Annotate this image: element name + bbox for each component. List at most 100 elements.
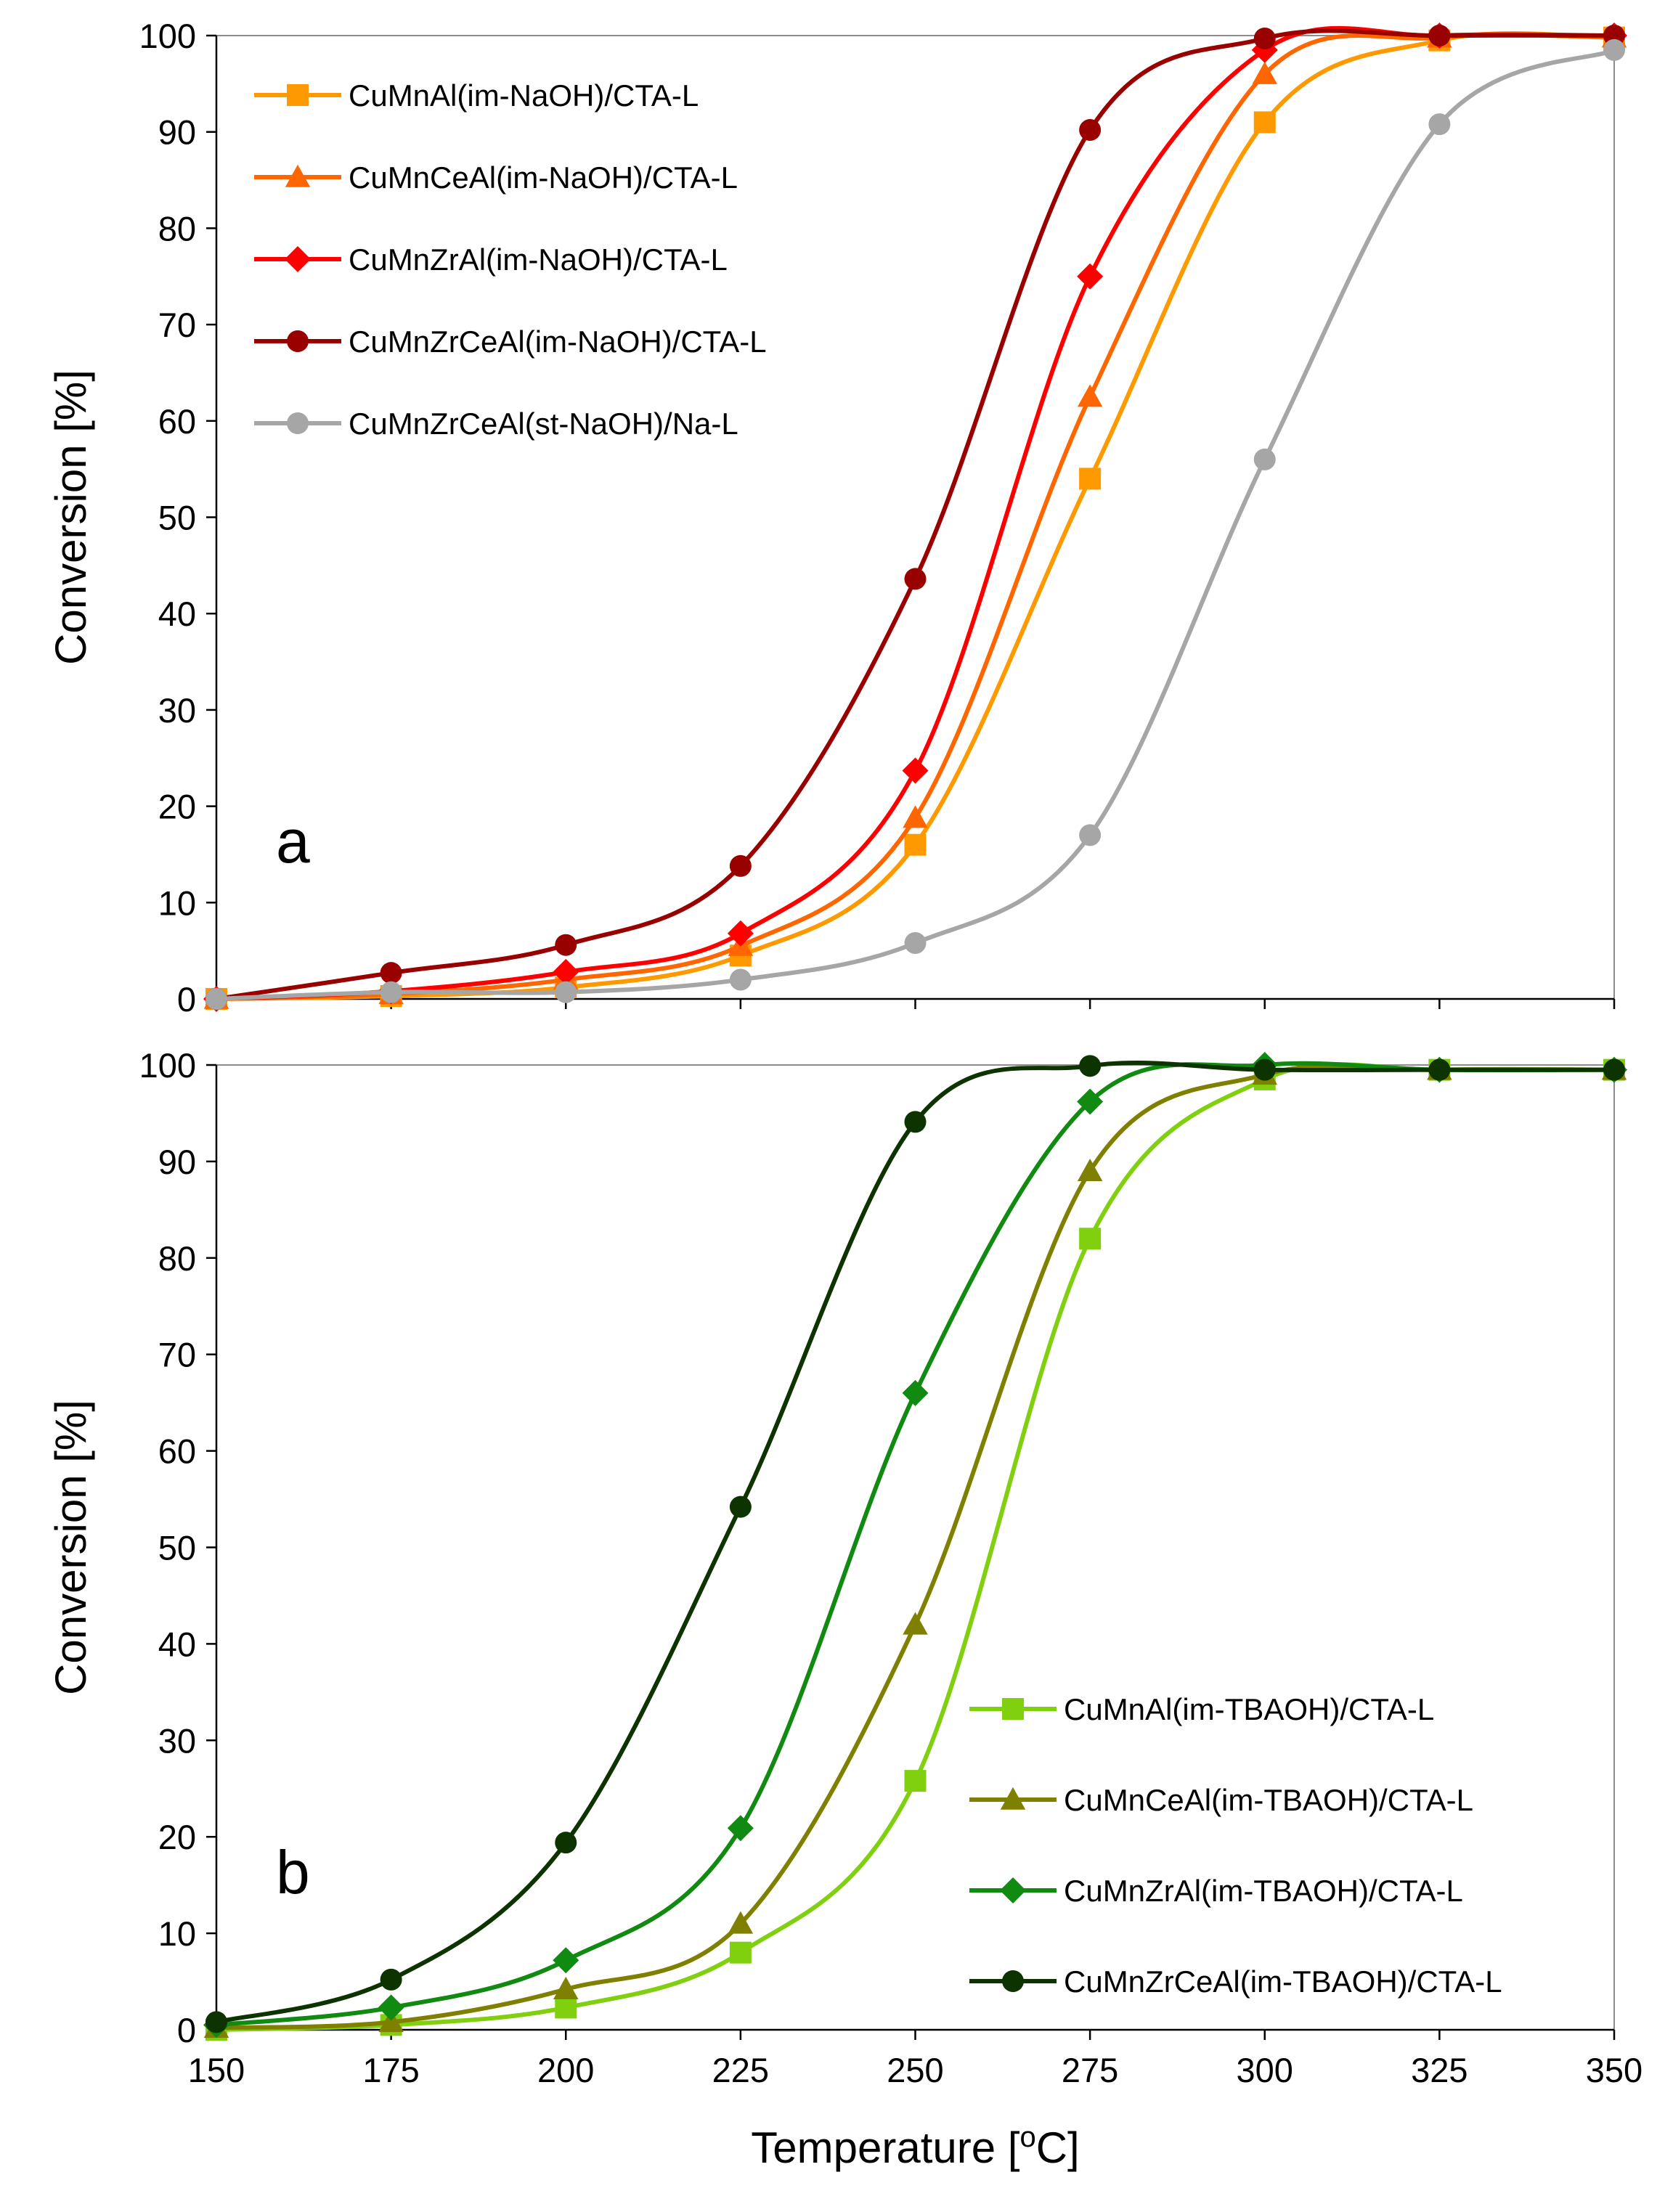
data-point: [553, 958, 579, 985]
data-point: [555, 934, 577, 956]
x-tick-label: 225: [712, 2051, 769, 2089]
data-point: [1077, 263, 1104, 290]
data-point: [1079, 468, 1102, 490]
data-point: [1253, 111, 1276, 134]
data-point: [1253, 1058, 1276, 1081]
panel-label: b: [276, 1838, 310, 1906]
x-tick-label: 300: [1237, 2051, 1293, 2089]
y-tick-label: 30: [158, 691, 196, 730]
legend-entry: CuMnZrCeAl(im-TBAOH)/CTA-L: [969, 1964, 1502, 1999]
data-point: [904, 932, 927, 955]
y-tick-label: 40: [158, 1625, 196, 1663]
data-point: [727, 920, 754, 947]
y-tick-label: 80: [158, 1239, 196, 1278]
y-tick-label: 100: [139, 1046, 196, 1085]
y-axis-title: Conversion [%]: [46, 370, 95, 665]
legend-marker: [1000, 1787, 1026, 1810]
legend-marker: [1002, 1698, 1024, 1720]
series-4: [205, 38, 1625, 1010]
chart-panel-b: 0 10 20 30 40 50 60 70 80 90 100 150 175 200 225 250 275…: [46, 1046, 1643, 2172]
data-point: [1428, 1058, 1451, 1081]
data-point: [903, 1612, 928, 1635]
x-tick-label: 200: [537, 2051, 594, 2089]
y-tick-label: 50: [158, 499, 196, 537]
data-point: [553, 1976, 579, 1999]
data-point: [205, 988, 227, 1010]
series-line: [216, 48, 1616, 1001]
y-tick-label: 60: [158, 402, 196, 441]
data-point: [1428, 113, 1451, 136]
data-point: [902, 1379, 929, 1406]
x-tick-label: 250: [887, 2051, 943, 2089]
data-point: [1603, 1058, 1625, 1081]
y-tick-label: 10: [158, 883, 196, 922]
series-line: [216, 28, 1615, 1001]
legend-label: CuMnZrCeAl(im-TBAOH)/CTA-L: [1064, 1964, 1502, 1999]
legend-marker: [287, 412, 309, 434]
legend-entry: CuMnAl(im-NaOH)/CTA-L: [254, 78, 699, 113]
y-tick-label: 20: [158, 788, 196, 826]
x-tick-label: 175: [362, 2051, 419, 2089]
x-tick-label: 350: [1586, 2051, 1643, 2089]
y-tick-label: 70: [158, 1336, 196, 1374]
data-point: [904, 1770, 927, 1792]
data-point: [553, 1947, 579, 1974]
data-point: [555, 1996, 577, 2019]
panel-label: a: [276, 807, 310, 876]
y-tick-label: 0: [177, 2011, 196, 2049]
legend-marker: [1000, 1877, 1026, 1903]
legend-marker: [287, 330, 309, 352]
data-point: [1252, 61, 1277, 84]
y-tick-label: 90: [158, 113, 196, 152]
legend-entry: CuMnZrCeAl(im-NaOH)/CTA-L: [254, 325, 767, 359]
data-point: [378, 1994, 404, 2021]
legend-entry: CuMnCeAl(im-TBAOH)/CTA-L: [969, 1783, 1473, 1817]
data-point: [904, 568, 927, 590]
data-point: [380, 962, 402, 984]
data-point: [1079, 824, 1102, 846]
data-point: [1077, 1088, 1104, 1115]
chart-panel-a: 0 10 20 30 40 50 60 70 80 90 100 Conversion [%] a CuM…: [46, 17, 1627, 1019]
data-point: [904, 833, 927, 856]
data-point: [1603, 38, 1625, 61]
y-tick-label: 100: [139, 17, 196, 55]
x-tick-label: 150: [188, 2051, 245, 2089]
data-point: [555, 981, 577, 1003]
x-tick-label: 325: [1411, 2051, 1468, 2089]
legend-label: CuMnZrCeAl(st-NaOH)/Na-L: [349, 407, 738, 441]
data-point: [555, 1832, 577, 1854]
y-tick-label: 10: [158, 1914, 196, 1953]
legend-entry: CuMnAl(im-TBAOH)/CTA-L: [969, 1692, 1434, 1726]
legend-marker: [285, 246, 311, 272]
series-line: [216, 25, 1615, 1001]
legend-label: CuMnZrAl(im-TBAOH)/CTA-L: [1064, 1874, 1463, 1908]
y-tick-label: 60: [158, 1432, 196, 1471]
data-point: [1428, 25, 1451, 46]
legend-entry: CuMnCeAl(im-NaOH)/CTA-L: [254, 160, 738, 195]
series-2: [203, 1052, 1627, 2038]
data-point: [729, 854, 752, 877]
y-tick-label: 70: [158, 306, 196, 344]
y-axis-title: Conversion [%]: [46, 1400, 95, 1695]
legend-marker: [285, 164, 311, 187]
legend-label: CuMnAl(im-TBAOH)/CTA-L: [1064, 1692, 1434, 1726]
legend-label: CuMnAl(im-NaOH)/CTA-L: [349, 78, 699, 113]
data-point: [729, 968, 752, 991]
data-point: [1079, 1228, 1102, 1250]
data-point: [729, 1495, 752, 1518]
y-tick-label: 30: [158, 1721, 196, 1760]
data-point: [729, 1941, 752, 1964]
x-axis-title: Temperature [oC]: [751, 2121, 1079, 2172]
data-point: [380, 981, 402, 1003]
legend-entry: CuMnZrAl(im-TBAOH)/CTA-L: [969, 1874, 1463, 1908]
legend-label: CuMnCeAl(im-NaOH)/CTA-L: [349, 160, 738, 195]
y-tick-label: 90: [158, 1143, 196, 1181]
data-point: [380, 1968, 402, 1991]
y-tick-label: 50: [158, 1529, 196, 1567]
y-tick-label: 80: [158, 209, 196, 248]
series-line: [216, 32, 1615, 1001]
data-point: [378, 2009, 404, 2033]
data-point: [1079, 1055, 1102, 1077]
legend-label: CuMnZrCeAl(im-NaOH)/CTA-L: [349, 325, 767, 359]
